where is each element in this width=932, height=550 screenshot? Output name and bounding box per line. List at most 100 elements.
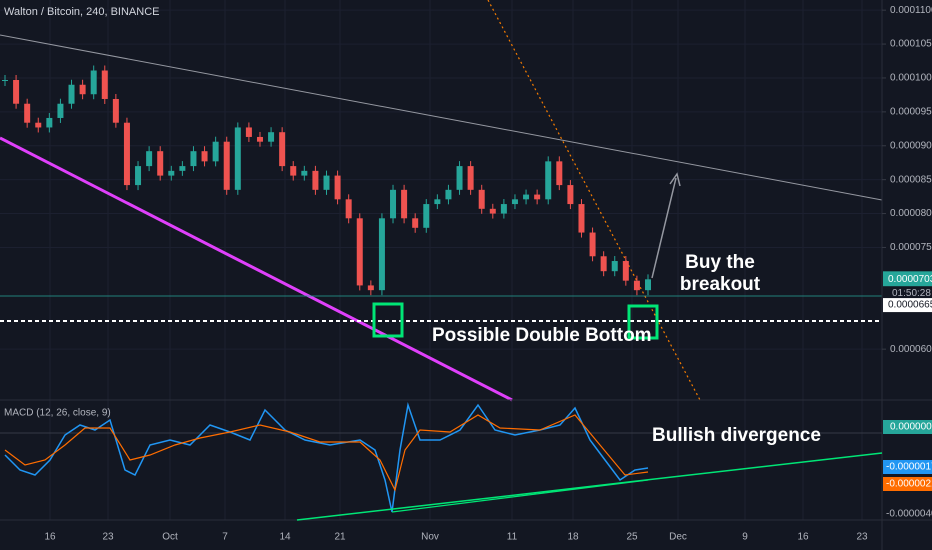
candle [434,199,441,205]
candle [578,204,585,233]
x-tick-label: 16 [44,532,56,543]
x-tick-label: 23 [856,532,868,543]
y-tick-label: 0.0001100 [890,5,932,16]
signal-line [4,414,649,492]
candle [290,166,297,176]
double-bottom-label: Possible Double Bottom [432,325,652,346]
x-tick-label: Dec [669,532,687,543]
candle [622,261,629,281]
candles [2,65,651,296]
candle [523,194,530,200]
candle [301,170,308,176]
countdown-box [883,286,932,301]
arrow-head [669,172,681,187]
x-tick-label: Oct [162,532,178,543]
level-price: 0.0000665 [888,300,932,311]
support-trendline [0,136,513,402]
buy-label: Buy the [685,252,755,273]
x-tick-label: 25 [626,532,638,543]
downtrend-line [487,0,701,401]
candle [478,189,485,209]
candle [112,98,119,123]
x-tick-label: 11 [507,532,518,543]
candle [24,103,31,123]
candle [633,280,640,291]
macd-hist-box [883,420,932,434]
candle [489,208,496,214]
candle [312,170,319,190]
candle [589,232,596,257]
candle [500,204,507,214]
buy-label: breakout [680,274,761,295]
candle [234,127,241,190]
divergence-label: Bullish divergence [652,425,821,446]
level-box [883,298,932,313]
candle [445,189,452,200]
x-tick-label: 7 [222,532,228,543]
candle [223,141,230,190]
macd-title: MACD (12, 26, close, 9) [4,408,111,419]
candle [101,70,108,99]
candle [135,166,142,186]
candle [179,166,186,171]
symbol-title: Walton / Bitcoin, 240, BINANCE [4,6,160,18]
divergence-line [391,479,649,513]
candle [390,189,397,219]
x-tick-label: 14 [279,532,291,543]
macd-value-box [883,460,932,474]
x-tick-label: 9 [742,532,748,543]
candle [611,261,618,272]
candle [534,194,541,200]
candle [412,218,419,228]
candle [201,151,208,162]
x-tick-label: 18 [567,532,579,543]
candle [256,136,263,142]
arrow-shaft [651,177,677,279]
candle [68,84,75,104]
candle [157,151,164,176]
candle [401,189,408,219]
candle [367,285,374,291]
candle [545,161,552,200]
candle [90,70,97,95]
bottom-box-2 [627,304,659,340]
macd-trendline [296,452,883,521]
last-price-box [883,271,932,287]
x-tick-label: 23 [102,532,114,543]
candle [2,80,8,81]
countdown: 01:50:28 [892,288,931,299]
candle [13,80,20,104]
last-price: 0.0000703 [888,274,932,285]
candle [345,199,352,219]
candle [556,161,563,186]
resistance-trendline [0,34,883,201]
x-tick-label: Nov [421,532,439,543]
candle [511,199,518,205]
candle [334,175,341,200]
candle [600,256,607,272]
candle [567,185,574,205]
candle [268,132,275,142]
candle [378,218,385,291]
macd-axis-label: -0.0000040 [886,509,932,520]
macd-hist-value: 0.0000003 [890,422,932,433]
candle [146,151,153,167]
signal-value-box [883,477,932,491]
candle [245,127,252,137]
candle [323,175,330,190]
candle [645,279,651,291]
candle [190,151,197,167]
bottom-box-1 [372,302,404,338]
candle [423,204,430,228]
signal-value: -0.0000021 [886,479,932,490]
